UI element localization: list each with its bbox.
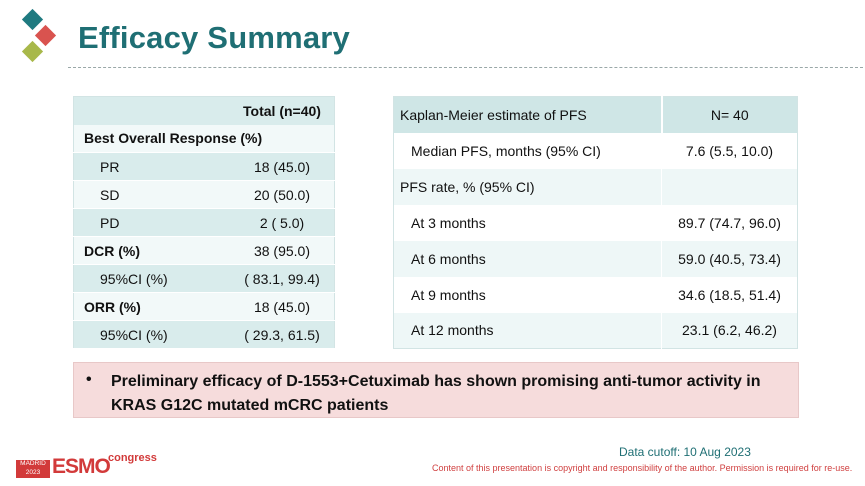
row-value: 18 (45.0) (253, 298, 311, 315)
table-header-row: Total (n=40) (73, 96, 335, 125)
row-label: 95%CI (%) (100, 326, 168, 343)
column-header-estimate: Kaplan-Meier estimate of PFS (400, 106, 587, 123)
table-row: DCR (%) 38 (95.0) (73, 236, 335, 265)
table-row: ORR (%) 18 (45.0) (73, 292, 335, 321)
pfs-table: Kaplan-Meier estimate of PFS N= 40 Media… (393, 96, 798, 349)
table-row: SD 20 (50.0) (73, 180, 335, 209)
table-row: At 9 months 34.6 (18.5, 51.4) (393, 276, 798, 313)
logo-congress: congress (108, 452, 157, 464)
row-label: DCR (%) (84, 242, 140, 259)
table-row: 95%CI (%) ( 83.1, 99.4) (73, 264, 335, 293)
table-row: PD 2 ( 5.0) (73, 208, 335, 237)
logo-word: ESMO (52, 455, 111, 478)
table-row: At 12 months 23.1 (6.2, 46.2) (393, 312, 798, 349)
row-value: ( 83.1, 99.4) (244, 270, 320, 287)
esmo-congress-logo: MADRID 2023 ESMO congress (16, 452, 157, 480)
table-row: At 6 months 59.0 (40.5, 73.4) (393, 240, 798, 277)
row-value (661, 168, 798, 205)
table-row: PFS rate, % (95% CI) (393, 168, 798, 205)
copyright-notice: Content of this presentation is copyrigh… (432, 463, 853, 473)
conclusion-text: Preliminary efficacy of D-1553+Cetuximab… (111, 373, 761, 414)
row-label: Median PFS, months (95% CI) (411, 142, 601, 159)
row-value: 34.6 (18.5, 51.4) (661, 276, 798, 313)
row-value: 59.0 (40.5, 73.4) (661, 240, 798, 277)
column-header-n: N= 40 (660, 96, 798, 133)
row-label: PR (100, 158, 120, 175)
row-label: PD (100, 214, 120, 231)
table-header-row: Kaplan-Meier estimate of PFS N= 40 (393, 96, 798, 133)
logo-city: MADRID (20, 460, 46, 467)
row-value: 7.6 (5.5, 10.0) (661, 132, 798, 169)
row-label: ORR (%) (84, 298, 141, 315)
row-value: 89.7 (74.7, 96.0) (661, 204, 798, 241)
bullet-icon: • (86, 371, 92, 388)
logo-city-badge: MADRID 2023 (16, 460, 50, 478)
row-label: At 12 months (411, 322, 494, 339)
response-table: Total (n=40) Best Overall Response (%) P… (73, 96, 335, 349)
conclusion-callout: • Preliminary efficacy of D-1553+Cetuxim… (73, 362, 799, 418)
row-label: At 9 months (411, 286, 486, 303)
data-cutoff: Data cutoff: 10 Aug 2023 (619, 445, 751, 459)
table-row: Best Overall Response (%) (73, 124, 335, 153)
table-row: PR 18 (45.0) (73, 152, 335, 181)
row-value: ( 29.3, 61.5) (244, 326, 320, 343)
row-label: At 3 months (411, 214, 486, 231)
logo-diamonds-icon (21, 8, 57, 63)
row-label: SD (100, 186, 120, 203)
table-row: 95%CI (%) ( 29.3, 61.5) (73, 320, 335, 349)
row-label: Best Overall Response (%) (84, 130, 263, 147)
row-label: 95%CI (%) (100, 270, 168, 287)
table-row: Median PFS, months (95% CI) 7.6 (5.5, 10… (393, 132, 798, 169)
row-value: 20 (50.0) (253, 186, 311, 203)
page-title: Efficacy Summary (78, 20, 350, 55)
column-header-total: Total (n=40) (243, 102, 321, 119)
row-value: 38 (95.0) (253, 242, 311, 259)
logo-year: 2023 (25, 468, 41, 476)
row-label: PFS rate, % (95% CI) (400, 178, 535, 195)
row-value: 18 (45.0) (253, 158, 311, 175)
title-divider (68, 67, 863, 68)
row-label: At 6 months (411, 250, 486, 267)
row-value: 2 ( 5.0) (259, 214, 305, 231)
row-value: 23.1 (6.2, 46.2) (661, 312, 798, 349)
table-row: At 3 months 89.7 (74.7, 96.0) (393, 204, 798, 241)
